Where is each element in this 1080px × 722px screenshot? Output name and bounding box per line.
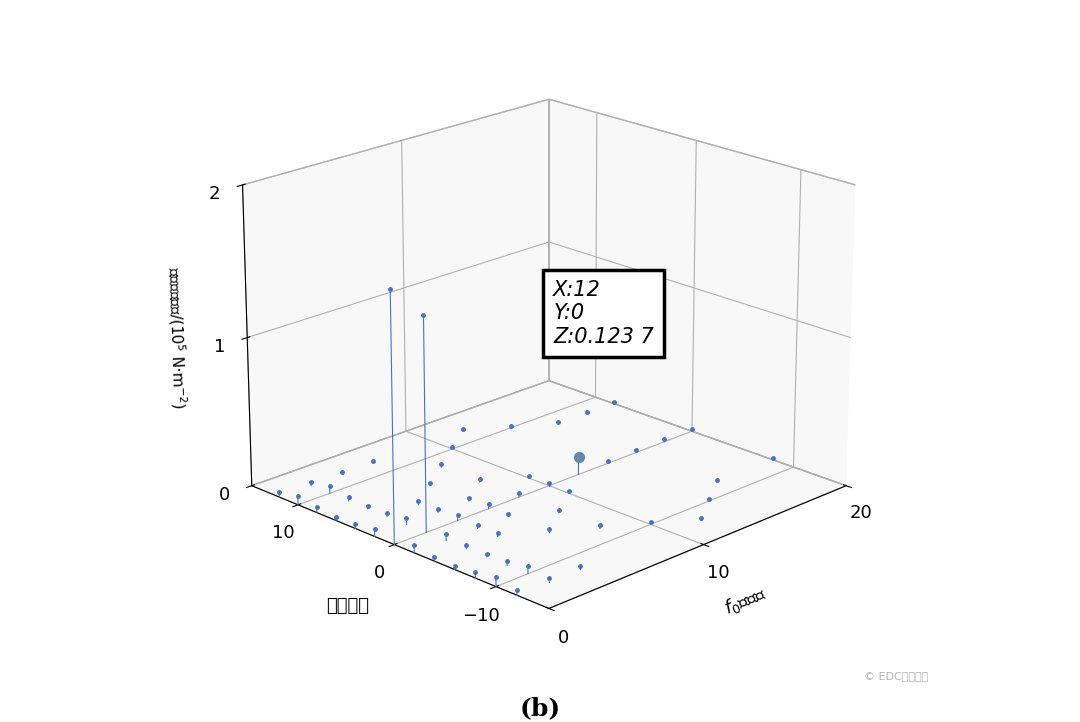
Text: (b): (b): [519, 696, 561, 720]
X-axis label: $f_0$倍频率: $f_0$倍频率: [721, 583, 770, 619]
Y-axis label: 空间阶次: 空间阶次: [326, 598, 369, 615]
Text: © EDC电驱未来: © EDC电驱未来: [864, 671, 929, 681]
Text: X:12
Y:0
Z:0.123 7: X:12 Y:0 Z:0.123 7: [553, 280, 654, 347]
